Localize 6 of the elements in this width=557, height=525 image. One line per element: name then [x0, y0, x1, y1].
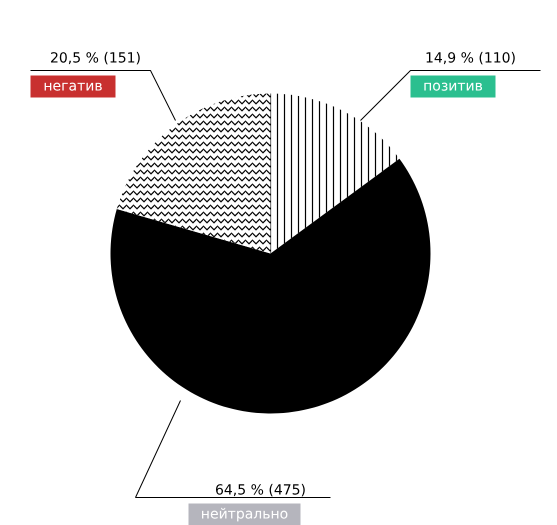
slice-label: нейтрально — [200, 506, 288, 522]
slice-label: негатив — [43, 78, 103, 94]
data-label: 64,5 % (475) — [214, 482, 306, 498]
data-label: 20,5 % (151) — [50, 50, 142, 66]
data-label: 14,9 % (110) — [424, 50, 516, 66]
slice-label: позитив — [423, 78, 483, 94]
